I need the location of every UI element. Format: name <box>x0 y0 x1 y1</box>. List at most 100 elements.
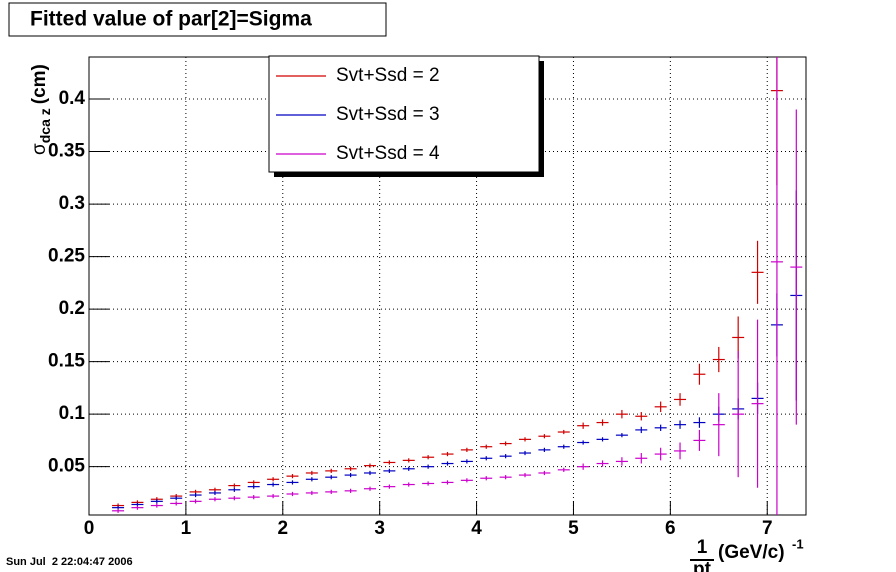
data-point <box>441 461 454 466</box>
data-point <box>712 393 725 457</box>
y-tick-label: 0.2 <box>59 298 85 319</box>
data-point <box>538 434 551 439</box>
data-point <box>228 483 241 488</box>
data-point <box>363 463 376 468</box>
data-point <box>247 480 260 485</box>
data-point <box>402 466 415 471</box>
data-point <box>615 409 628 419</box>
y-label-subscript: dca z <box>37 108 53 143</box>
data-point <box>208 490 221 496</box>
data-point <box>480 456 493 461</box>
data-point <box>131 505 144 510</box>
data-point <box>305 477 318 482</box>
data-point <box>422 464 435 469</box>
data-point <box>344 472 357 478</box>
data-point <box>305 490 318 496</box>
data-point <box>228 487 241 492</box>
y-label-symbol: σ <box>29 143 50 155</box>
data-point <box>460 478 473 483</box>
legend-label: Svt+Ssd = 2 <box>336 65 440 86</box>
data-point <box>150 499 163 504</box>
data-point <box>286 480 299 485</box>
title-box <box>8 2 387 37</box>
data-point <box>519 450 532 456</box>
y-label-unit: (cm) <box>29 64 50 104</box>
y-tick-label: 0.3 <box>59 193 85 214</box>
data-point <box>538 470 551 476</box>
data-point <box>383 468 396 473</box>
data-point <box>208 497 221 502</box>
data-point <box>538 447 551 452</box>
data-point <box>325 489 338 494</box>
data-point <box>286 491 299 497</box>
y-tick-label: 0.35 <box>48 141 85 162</box>
data-point <box>635 426 648 434</box>
data-point <box>674 420 687 429</box>
data-point <box>770 57 783 515</box>
data-point <box>267 477 280 482</box>
legend-label: Svt+Ssd = 3 <box>336 104 440 125</box>
data-point <box>460 459 473 464</box>
data-point <box>441 480 454 485</box>
x-label-denominator: pt <box>693 559 712 572</box>
x-tick-label: 1 <box>181 518 192 539</box>
data-point <box>615 457 628 466</box>
y-tick-label: 0.4 <box>59 88 86 109</box>
x-tick-label: 6 <box>665 518 676 539</box>
data-point <box>112 508 125 513</box>
data-point <box>732 351 745 478</box>
y-tick-label: 0.05 <box>48 456 85 477</box>
data-point <box>247 484 260 489</box>
data-point <box>577 422 590 429</box>
data-point <box>402 482 415 487</box>
data-point <box>596 419 609 426</box>
data-point <box>654 447 667 461</box>
data-point <box>577 463 590 470</box>
data-point <box>441 451 454 457</box>
data-point <box>170 496 183 501</box>
x-tick-label: 3 <box>374 518 385 539</box>
data-point <box>693 363 706 385</box>
data-point <box>693 417 706 428</box>
data-point <box>344 466 357 471</box>
data-point <box>402 458 415 463</box>
data-point <box>596 437 609 442</box>
data-point <box>499 475 512 480</box>
data-point <box>635 412 648 421</box>
data-point <box>615 433 628 438</box>
x-label-exponent: -1 <box>792 536 804 551</box>
x-tick-label: 0 <box>84 518 95 539</box>
data-point <box>363 470 376 476</box>
data-point <box>693 429 706 451</box>
data-point <box>383 460 396 465</box>
data-point <box>189 499 202 504</box>
legend <box>268 55 540 173</box>
data-point <box>170 501 183 506</box>
data-point <box>674 442 687 460</box>
data-point <box>635 453 648 464</box>
data-point <box>751 319 764 488</box>
chart-title: Fitted value of par[2]=Sigma <box>30 8 312 31</box>
data-point <box>577 440 590 445</box>
x-tick-label: 4 <box>471 518 482 539</box>
data-point <box>480 476 493 481</box>
data-point <box>654 424 667 431</box>
x-tick-label: 7 <box>762 518 773 539</box>
data-point <box>422 481 435 486</box>
x-label-numerator: 1 <box>697 537 708 558</box>
data-point <box>751 240 764 304</box>
data-point <box>790 109 803 425</box>
y-tick-label: 0.1 <box>59 403 86 424</box>
y-axis-label: σdca z (cm) <box>29 64 53 155</box>
x-tick-label: 5 <box>568 518 579 539</box>
data-point <box>363 486 376 491</box>
data-point <box>228 496 241 501</box>
y-tick-label: 0.15 <box>48 351 85 372</box>
data-point <box>267 493 280 499</box>
data-point <box>557 444 570 449</box>
data-point <box>325 468 338 473</box>
data-point <box>305 470 318 476</box>
data-point <box>325 475 338 480</box>
data-point <box>189 492 202 498</box>
